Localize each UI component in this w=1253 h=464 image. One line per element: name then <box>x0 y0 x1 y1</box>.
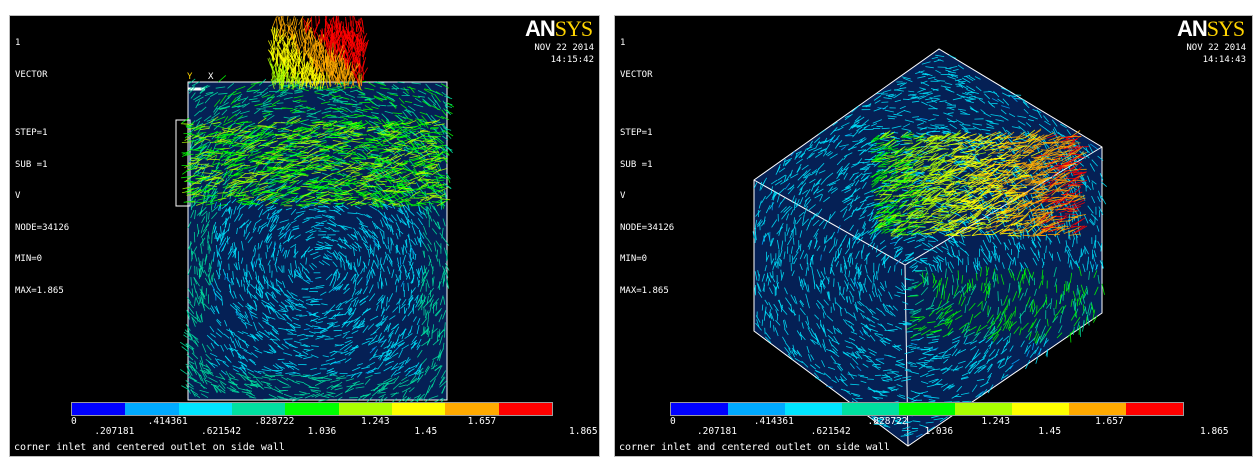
sub-label: SUB =1 <box>620 159 653 170</box>
velocity-vectors <box>180 116 451 208</box>
legend-swatch <box>338 403 392 415</box>
legend-label: 1.865 <box>569 426 598 437</box>
legend-swatch <box>72 403 126 415</box>
legend-swatch <box>178 403 232 415</box>
triad-y-axis: Y <box>187 72 193 82</box>
min-label: MIN=0 <box>620 254 648 264</box>
legend-swatch <box>671 403 728 415</box>
legend-swatch <box>231 403 286 415</box>
legend-label: 1.657 <box>467 416 497 427</box>
legend-label: 1.036 <box>924 426 954 437</box>
color-legend-labels: 0 .207181 .414361 .621542 .828722 1.036 1.243 1… <box>670 416 1240 440</box>
max-label: MAX=1.865 <box>15 285 64 296</box>
legend-label: 1.036 <box>307 426 337 437</box>
window-number: 1 <box>15 38 21 48</box>
window-number: 1 <box>620 38 626 48</box>
quantity-label: V <box>620 191 626 201</box>
time-label: 14:14:43 <box>1202 55 1246 65</box>
legend-label: 1.45 <box>1038 426 1062 437</box>
legend-label: .828722 <box>867 416 908 427</box>
legend-label: 0 <box>670 416 676 427</box>
legend-label: .621542 <box>810 426 851 437</box>
step-label: STEP=1 <box>620 128 653 138</box>
color-legend-labels: 0 .207181 .414361 .621542 .828722 1.036 1.243 1… <box>71 416 598 440</box>
plot-info-right: 1 VECTOR STEP=1 SUB =1 V NODE=34126 MIN=… <box>620 17 674 317</box>
legend-swatch <box>1069 403 1127 415</box>
legend-swatch <box>285 403 339 415</box>
step-label: STEP=1 <box>15 128 48 138</box>
plot-info-left: 1 VECTOR STEP=1 SUB =1 V NODE=34126 MIN=… <box>15 17 69 317</box>
legend-swatch <box>445 403 499 415</box>
node-label: NODE=34126 <box>620 222 675 233</box>
triad-x-axis: X <box>208 72 214 82</box>
velocity-vectors <box>869 128 1089 237</box>
legend-swatch <box>727 403 785 415</box>
legend-label: .207181 <box>94 426 135 437</box>
legend-label: 1.243 <box>981 416 1010 427</box>
legend-label: 1.657 <box>1095 416 1124 427</box>
legend-label: .207181 <box>696 426 737 437</box>
plot-caption: corner inlet and centered outlet on side… <box>619 442 890 453</box>
legend-swatch <box>955 403 1013 415</box>
quantity-label: V <box>15 191 21 201</box>
legend-swatch <box>898 403 956 415</box>
graphics-window-right[interactable]: 1 VECTOR STEP=1 SUB =1 V NODE=34126 MIN=… <box>614 15 1253 457</box>
velocity-vectors <box>267 16 370 91</box>
timestamp-left: NOV 22 2014 14:15:42 <box>534 42 594 66</box>
vector-plot-right[interactable] <box>615 16 1253 457</box>
ansys-logo: ANSYS <box>1177 16 1245 41</box>
legend-label: .414361 <box>753 416 794 427</box>
ansys-logo: ANSYS <box>525 16 593 41</box>
min-label: MIN=0 <box>15 254 43 264</box>
plot-type-label: VECTOR <box>620 69 653 80</box>
legend-swatch <box>498 403 552 415</box>
legend-swatch <box>125 403 179 415</box>
legend-label: 1.45 <box>414 426 438 437</box>
timestamp-right: NOV 22 2014 14:14:43 <box>1186 42 1246 66</box>
node-label: NODE=34126 <box>15 222 70 233</box>
date-label: NOV 22 2014 <box>1186 43 1246 53</box>
legend-label: 1.865 <box>1200 426 1229 437</box>
velocity-vectors <box>179 75 455 407</box>
plot-caption: corner inlet and centered outlet on side… <box>14 442 285 453</box>
legend-swatch <box>1012 403 1070 415</box>
legend-label: .828722 <box>254 416 295 427</box>
legend-swatch <box>784 403 842 415</box>
legend-label: .621542 <box>201 426 242 437</box>
legend-swatch <box>1126 403 1184 415</box>
legend-label: 1.243 <box>361 416 390 427</box>
legend-label: .414361 <box>147 416 188 427</box>
legend-label: 0 <box>71 416 77 427</box>
color-legend-bar <box>670 402 1184 416</box>
legend-swatch <box>391 403 446 415</box>
legend-swatch <box>841 403 899 415</box>
max-label: MAX=1.865 <box>620 285 669 296</box>
plot-type-label: VECTOR <box>15 69 48 80</box>
color-legend-bar <box>71 402 553 416</box>
date-label: NOV 22 2014 <box>534 43 594 53</box>
sub-label: SUB =1 <box>15 159 48 170</box>
time-label: 14:15:42 <box>550 55 594 65</box>
